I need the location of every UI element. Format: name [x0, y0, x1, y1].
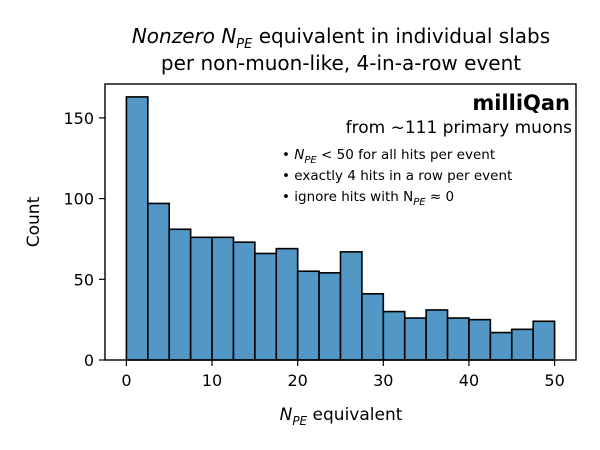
histogram-bar	[232, 241, 256, 361]
histogram-bar	[211, 236, 235, 361]
histogram-bar	[189, 236, 213, 361]
histogram-bar	[489, 331, 513, 361]
plot-frame	[104, 83, 577, 361]
histogram-bar	[403, 317, 427, 361]
bars	[125, 96, 556, 361]
annotation-subtitle: from ~111 primary muons	[346, 118, 573, 138]
brand-label: milliQan	[472, 91, 570, 115]
histogram-bar	[296, 270, 320, 361]
y-tick-label: 50	[74, 270, 94, 289]
x-tick-label: 20	[288, 371, 308, 390]
x-tick-label: 0	[121, 371, 131, 390]
histogram-bar	[275, 247, 299, 361]
histogram-bar	[510, 328, 534, 361]
annotation-note-2: • exactly 4 hits in a row per event	[282, 168, 512, 184]
annotation-note-1: • NPE < 50 for all hits per event	[282, 147, 495, 166]
histogram-bar	[468, 318, 492, 361]
y-axis-label: Count	[24, 196, 44, 247]
chart-title-line2: per non-muon-like, 4-in-a-row event	[161, 51, 521, 75]
histogram-bar	[318, 272, 342, 361]
histogram-bar	[168, 228, 192, 361]
histogram-bar	[147, 202, 171, 361]
x-tick-label: 10	[202, 371, 222, 390]
x-tick-label: 30	[373, 371, 393, 390]
histogram-bar	[339, 251, 363, 361]
histogram-bar	[382, 310, 406, 361]
x-tick-label: 50	[544, 371, 564, 390]
chart-title-line1: Nonzero NPE equivalent in individual sla…	[132, 24, 550, 52]
histogram-bar	[125, 96, 149, 361]
histogram-bar	[446, 317, 470, 361]
annotation-note-3: • ignore hits with NPE ≈ 0	[282, 189, 454, 208]
y-tick-label: 150	[63, 109, 94, 128]
axis-ticks: 0 10 20 30 40 50 0 50 100 150	[63, 109, 564, 390]
x-tick-label: 40	[459, 371, 479, 390]
y-tick-label: 0	[84, 351, 94, 370]
y-tick-label: 100	[63, 190, 94, 209]
histogram-bar	[425, 309, 449, 361]
histogram-bar	[361, 293, 385, 361]
histogram-bar	[254, 252, 278, 361]
x-axis-label: NPE equivalent	[280, 405, 403, 428]
histogram-bar	[532, 320, 556, 361]
